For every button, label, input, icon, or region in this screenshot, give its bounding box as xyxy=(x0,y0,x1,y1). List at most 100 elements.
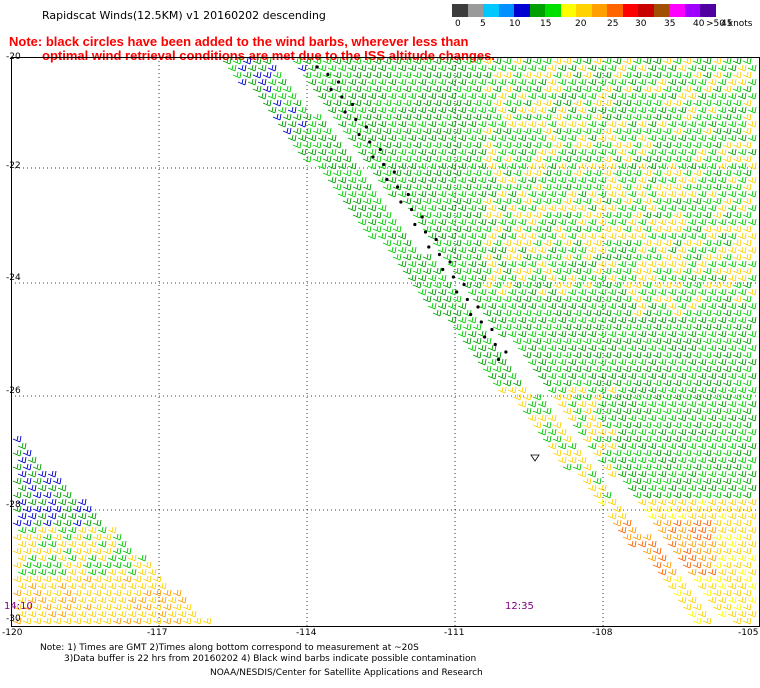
wind-barb xyxy=(342,197,352,205)
wind-barb xyxy=(537,120,547,128)
wind-barb xyxy=(717,344,727,352)
wind-barb xyxy=(637,344,647,352)
wind-barb xyxy=(532,239,542,247)
wind-barb xyxy=(632,337,642,345)
wind-barb xyxy=(27,596,37,604)
wind-barb xyxy=(642,141,652,149)
wind-barb xyxy=(427,176,437,184)
wind-barb xyxy=(17,582,27,590)
wind-barb xyxy=(637,428,647,436)
wind-barb xyxy=(457,64,467,72)
wind-barb xyxy=(662,113,672,121)
wind-barb xyxy=(682,547,692,555)
wind-barb xyxy=(472,141,482,149)
wind-barb xyxy=(617,358,627,366)
wind-barb xyxy=(712,197,722,205)
wind-barb xyxy=(277,78,287,86)
wind-barb xyxy=(727,64,737,72)
wind-barb xyxy=(732,351,742,359)
wind-barb xyxy=(597,414,607,422)
wind-barb xyxy=(532,85,542,93)
wind-barb xyxy=(407,274,417,282)
wind-barb xyxy=(627,204,637,212)
wind-barb xyxy=(437,246,447,254)
wind-barb xyxy=(617,78,627,86)
wind-barb xyxy=(572,253,582,261)
wind-barb xyxy=(702,491,712,499)
wind-barb xyxy=(142,561,152,569)
wind-barb xyxy=(532,281,542,289)
wind-barb xyxy=(742,57,752,65)
wind-barb xyxy=(697,246,707,254)
wind-barb xyxy=(492,323,502,331)
wind-barb xyxy=(297,64,307,72)
wind-barb xyxy=(527,274,537,282)
wind-barb xyxy=(602,113,612,121)
wind-barb xyxy=(537,428,547,436)
wind-barb xyxy=(667,190,677,198)
wind-barb xyxy=(642,505,652,513)
wind-barb xyxy=(737,512,747,520)
wind-barb xyxy=(662,337,672,345)
wind-barb xyxy=(652,505,662,513)
wind-barb xyxy=(697,414,707,422)
wind-barb xyxy=(492,71,502,79)
wind-barb xyxy=(747,330,757,338)
wind-barb xyxy=(622,519,632,527)
wind-barb xyxy=(517,120,527,128)
wind-barb xyxy=(522,239,532,247)
wind-barb xyxy=(442,183,452,191)
wind-barb xyxy=(492,239,502,247)
wind-barb xyxy=(692,421,702,429)
wind-barb xyxy=(702,113,712,121)
wind-barb xyxy=(587,148,597,156)
wind-barb xyxy=(602,295,612,303)
wind-barb xyxy=(137,596,147,604)
wind-barb xyxy=(737,498,747,506)
wind-barb xyxy=(617,120,627,128)
wind-barb xyxy=(572,449,582,457)
wind-barb xyxy=(42,547,52,555)
wind-barb xyxy=(517,302,527,310)
wind-barb xyxy=(442,211,452,219)
wind-barb xyxy=(52,477,62,485)
wind-barb xyxy=(737,400,747,408)
wind-barb xyxy=(32,491,42,499)
wind-barb xyxy=(442,71,452,79)
wind-barb xyxy=(637,106,647,114)
wind-barb xyxy=(662,183,672,191)
wind-barb xyxy=(597,484,607,492)
wind-barb xyxy=(582,393,592,401)
wind-barb xyxy=(57,540,67,548)
wind-barb xyxy=(502,295,512,303)
wind-barb xyxy=(717,526,727,534)
wind-barb xyxy=(497,106,507,114)
wind-barb xyxy=(622,365,632,373)
wind-barb xyxy=(507,288,517,296)
wind-barb xyxy=(32,477,42,485)
wind-barb xyxy=(487,106,497,114)
wind-barb xyxy=(487,288,497,296)
wind-barb xyxy=(232,71,242,79)
wind-barb xyxy=(557,218,567,226)
wind-barb xyxy=(472,183,482,191)
wind-barb xyxy=(647,442,657,450)
wind-barb xyxy=(387,106,397,114)
wind-barb xyxy=(87,540,97,548)
coastline xyxy=(530,454,540,462)
wind-barb xyxy=(597,372,607,380)
wind-barb xyxy=(342,183,352,191)
wind-barb xyxy=(567,176,577,184)
wind-barb xyxy=(477,148,487,156)
wind-barb xyxy=(712,323,722,331)
wind-barb xyxy=(517,260,527,268)
wind-barb xyxy=(437,162,447,170)
wind-barb xyxy=(632,127,642,135)
wind-barb xyxy=(547,148,557,156)
wind-barb xyxy=(667,148,677,156)
wind-barb xyxy=(632,113,642,121)
wind-barb xyxy=(497,316,507,324)
wind-barb xyxy=(602,141,612,149)
wind-barb xyxy=(652,379,662,387)
wind-barb xyxy=(597,106,607,114)
